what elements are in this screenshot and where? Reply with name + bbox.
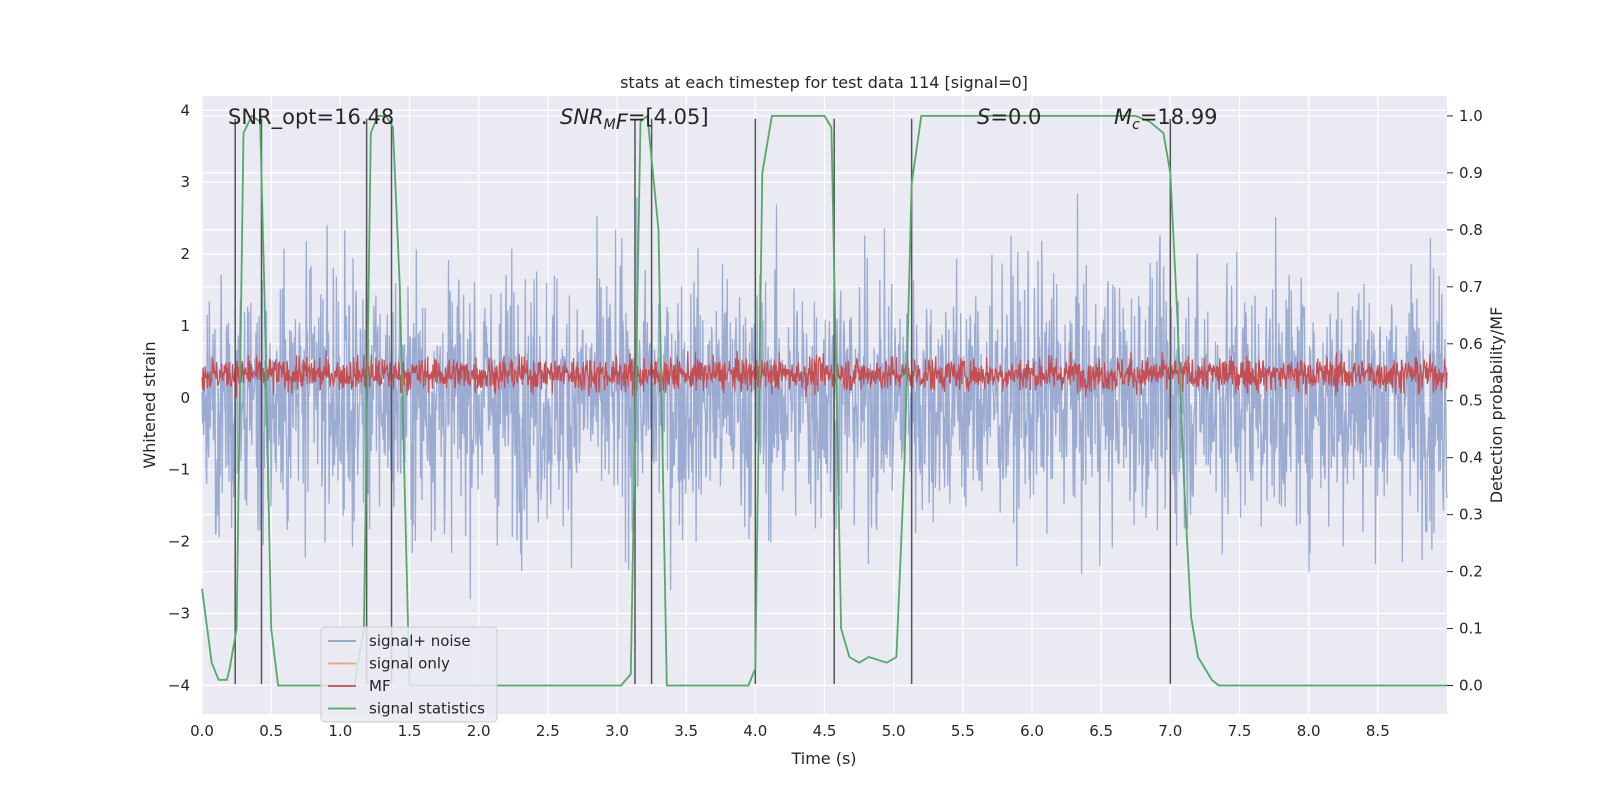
x-tick-label: 0.0	[190, 722, 214, 740]
mf-line	[201, 350, 1448, 398]
x-tick-label: 1.0	[328, 722, 352, 740]
y-left-tick-label: 0	[180, 389, 190, 407]
y-right-tick-label: 0.7	[1459, 278, 1483, 296]
x-tick-label: 8.0	[1297, 722, 1321, 740]
annotation-part: SNR_opt=16.48	[228, 105, 394, 130]
annotation-part: SNR	[560, 105, 604, 129]
x-tick-label: 7.5	[1228, 722, 1252, 740]
y-left-tick-label: −1	[168, 461, 190, 479]
annotation-part: M	[604, 117, 616, 133]
x-tick-label: 1.5	[398, 722, 422, 740]
annotation-part: c	[1132, 117, 1140, 133]
mf-series	[201, 350, 1448, 398]
annotation-part: S	[977, 105, 990, 129]
y-left-tick-label: −3	[168, 604, 190, 622]
x-tick-label: 4.5	[813, 722, 837, 740]
y-left-tick-label: −2	[168, 533, 190, 551]
annotation-part: F	[616, 110, 629, 134]
signal-plus-noise-series	[201, 193, 1448, 600]
legend-label: MF	[369, 677, 391, 695]
annotation-text: SNRMF=[4.05]	[560, 105, 709, 134]
x-tick-label: 4.0	[743, 722, 767, 740]
y-right-axis-ticks: 0.0 0.1 0.2 0.3 0.4 0.5 0.6 0.7 0.8 0.9 1.0	[1447, 107, 1483, 695]
x-axis-ticks: 0.0 0.5 1.0 1.5 2.0 2.5 3.0 3.5 4.0 4.5 5.0 5.5 6.0 6…	[190, 722, 1390, 740]
y-right-tick-label: 0.4	[1459, 449, 1483, 467]
y-left-tick-label: 1	[180, 317, 190, 335]
y-right-tick-label: 0.8	[1459, 221, 1483, 239]
legend-label: signal statistics	[369, 700, 485, 718]
y-right-tick-label: 0.9	[1459, 164, 1483, 182]
y-left-axis-ticks: −4 −3 −2 −1 0 1 2 3 4	[168, 101, 190, 694]
annotation-text: Mc=18.99	[1114, 105, 1218, 133]
x-tick-label: 7.0	[1158, 722, 1182, 740]
y-left-axis-label: Whitened strain	[140, 341, 159, 468]
legend-label: signal only	[369, 655, 450, 673]
signal-statistics-series	[201, 114, 1447, 687]
x-tick-label: 5.0	[882, 722, 906, 740]
annotation-text: S=0.0	[977, 105, 1041, 129]
signal-statistics-line	[201, 114, 1447, 687]
x-tick-label: 3.0	[605, 722, 629, 740]
annotation-text: SNR_opt=16.48	[228, 105, 394, 130]
y-right-tick-label: 1.0	[1459, 107, 1483, 125]
y-right-tick-label: 0.1	[1459, 620, 1483, 638]
signal-plus-noise-line	[201, 193, 1448, 600]
x-tick-label: 5.5	[951, 722, 975, 740]
legend: signal+ noise signal only MF signal statist…	[320, 626, 498, 723]
y-left-tick-label: 2	[180, 245, 190, 263]
x-tick-label: 6.0	[1020, 722, 1044, 740]
x-tick-label: 3.5	[674, 722, 698, 740]
y-right-tick-label: 0.5	[1459, 392, 1483, 410]
y-right-axis-label: Detection probability/MF	[1487, 307, 1506, 504]
y-left-tick-label: 3	[180, 173, 190, 191]
y-right-tick-label: 0.2	[1459, 563, 1483, 581]
x-tick-label: 6.5	[1089, 722, 1113, 740]
x-tick-label: 0.5	[259, 722, 283, 740]
annotation-part: M	[1114, 105, 1132, 129]
legend-label: signal+ noise	[369, 632, 471, 650]
legend-box	[320, 626, 498, 723]
y-right-tick-label: 0.6	[1459, 335, 1483, 353]
y-right-tick-label: 0.3	[1459, 506, 1483, 524]
x-tick-label: 2.0	[467, 722, 491, 740]
x-tick-label: 2.5	[536, 722, 560, 740]
y-left-tick-label: −4	[168, 676, 190, 694]
chart-title: stats at each timestep for test data 114…	[620, 73, 1028, 92]
x-axis-label: Time (s)	[790, 749, 856, 768]
annotations: SNR_opt=16.48 SNRMF=[4.05] S=0.0 Mc=18.99	[228, 105, 1218, 134]
annotation-part: =18.99	[1140, 105, 1218, 129]
y-right-tick-label: 0.0	[1459, 677, 1483, 695]
annotation-part: =0.0	[990, 105, 1041, 129]
x-tick-label: 8.5	[1366, 722, 1390, 740]
y-left-tick-label: 4	[180, 101, 190, 119]
annotation-part: =[4.05]	[628, 105, 709, 129]
